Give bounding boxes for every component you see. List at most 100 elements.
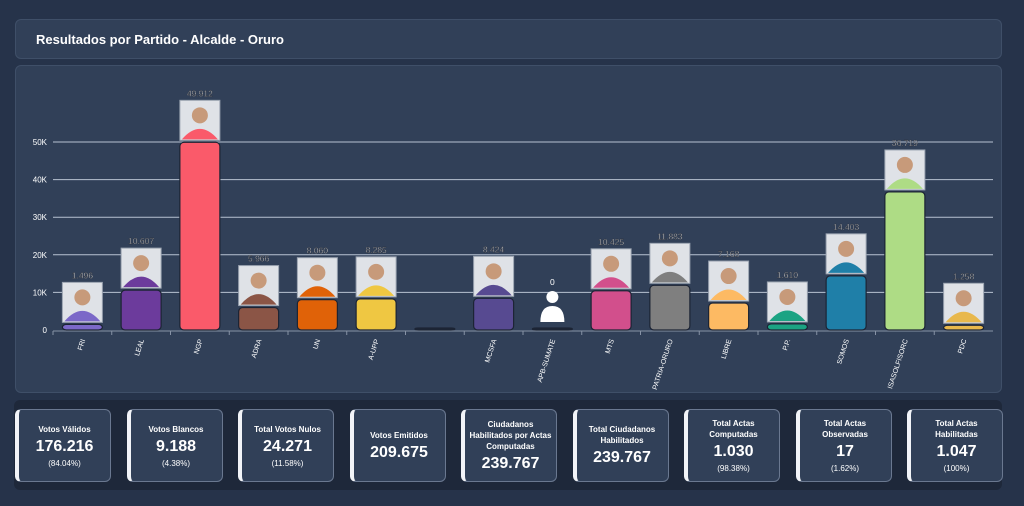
candidate-face <box>720 268 737 285</box>
stat-percent: (98.38%) <box>717 464 750 473</box>
x-tick-label: MCSFA <box>484 338 498 363</box>
bar-NGP[interactable] <box>179 141 221 331</box>
bar-MTS[interactable] <box>590 290 632 331</box>
candidate-body <box>945 311 982 323</box>
stat-label: Ciudadanos Habilitados por Actas Computa… <box>469 419 552 451</box>
page-title: Resultados por Partido - Alcalde - Oruro <box>36 32 284 47</box>
bar-SOMOS[interactable] <box>825 275 867 331</box>
value-label: 14.403 <box>833 222 859 232</box>
stat-label: Total Votos Nulos <box>254 424 321 434</box>
candidate-body <box>299 286 336 297</box>
stat-card: Total Votos Nulos 24.271 (11.58%) <box>238 409 334 482</box>
value-label: 10.607 <box>128 236 154 246</box>
stat-value: 239.767 <box>593 449 651 466</box>
x-tick-label: LIBRE <box>721 338 734 360</box>
stat-label: Total Actas Observadas <box>822 419 868 439</box>
bar-PATRIA-ORURO[interactable] <box>649 284 691 331</box>
stat-value: 17 <box>836 443 854 460</box>
bar-FRI[interactable] <box>61 323 103 331</box>
bar-A-UPP[interactable] <box>355 298 397 331</box>
value-label: 1.496 <box>72 270 94 280</box>
y-tick-label: 40K <box>33 176 48 185</box>
value-label: 1.610 <box>777 270 799 280</box>
x-tick-label: ISASOLFISORC <box>887 338 910 389</box>
candidate-face <box>133 255 150 272</box>
value-label: 1.258 <box>953 271 975 281</box>
stat-label: Votos Válidos <box>38 424 91 434</box>
bar-UN[interactable] <box>296 299 338 331</box>
x-tick-label: PDC <box>957 338 968 354</box>
bar-PDC[interactable] <box>943 324 985 331</box>
candidate-face <box>838 240 855 257</box>
x-tick-label: LEAL <box>134 338 146 357</box>
stat-value: 209.675 <box>370 443 428 461</box>
value-label: 10.425 <box>598 237 624 247</box>
stat-value: 239.767 <box>481 454 540 472</box>
chart-panel: 0 10K 20K 30K 40K 50K 1.496 FRI 10.607 LEAL 49.912… <box>15 65 1002 393</box>
value-label: 8.424 <box>483 244 505 254</box>
y-tick-label: 30K <box>33 213 48 222</box>
person-placeholder-body <box>540 306 565 322</box>
stat-value: 1.030 <box>713 443 754 460</box>
stat-value: 1.047 <box>936 443 977 460</box>
x-tick-label: APB-SUMATE <box>537 338 558 383</box>
stat-label: Votos Emitidos <box>370 430 428 440</box>
stat-label: Votos Blancos <box>148 424 204 434</box>
stat-card: Total Actas Observadas 17 (1.62%) <box>795 409 892 482</box>
candidate-body <box>181 128 218 140</box>
bar-LEAL[interactable] <box>120 289 162 331</box>
x-tick-label: FRI <box>77 338 87 351</box>
stat-card: Total Ciudadanos Habilitados 239.767 <box>572 409 669 482</box>
candidate-body <box>475 284 512 296</box>
bar-unnamed[interactable] <box>414 327 456 331</box>
candidate-face <box>191 107 208 124</box>
x-tick-label: UN <box>312 338 322 350</box>
x-tick-label: P.P. <box>782 338 792 351</box>
value-label: 36.719 <box>892 138 918 148</box>
bar-MCSFA[interactable] <box>473 297 515 331</box>
summary-cards: Votos Válidos 176.216 (84.04%) Votos Blanco… <box>14 400 1003 490</box>
candidate-face <box>250 272 267 289</box>
x-tick-label: A-UPP <box>368 338 381 361</box>
stat-label: Total Actas Habilitadas <box>935 419 978 439</box>
stat-card: Votos Válidos 176.216 (84.04%) <box>15 409 111 482</box>
stat-card: Total Actas Computadas 1.030 (98.38%) <box>684 409 780 482</box>
value-label: 49.912 <box>187 88 213 98</box>
candidate-face <box>779 288 796 305</box>
stat-card: Votos Blancos 9.188 (4.38%) <box>126 409 223 482</box>
bar-ADRA[interactable] <box>238 306 280 331</box>
stat-value: 9.188 <box>155 437 197 455</box>
value-label: 7.168 <box>718 249 740 259</box>
bar-P.P.[interactable] <box>766 323 808 331</box>
candidate-body <box>710 289 747 301</box>
bar-APB-SUMATE[interactable] <box>531 327 573 331</box>
bar-LIBRE[interactable] <box>708 302 750 331</box>
value-label: 8.060 <box>307 246 329 256</box>
x-tick-label: ADRA <box>251 338 264 359</box>
candidate-face <box>74 289 91 306</box>
candidate-face <box>896 156 913 173</box>
stat-card: Total Actas Habilitadas 1.047 (100%) <box>907 409 1003 482</box>
candidate-face <box>955 290 972 307</box>
stat-percent: (11.58%) <box>271 458 304 468</box>
candidate-body <box>64 310 101 322</box>
candidate-face <box>368 263 385 280</box>
bar-ISASOLFISORC[interactable] <box>884 191 926 331</box>
x-tick-label: NGP <box>193 338 204 355</box>
y-tick-label: 10K <box>33 288 48 297</box>
y-tick-label: 0 <box>43 326 48 335</box>
stat-value: 24.271 <box>263 437 312 455</box>
bar-chart: 0 10K 20K 30K 40K 50K 1.496 FRI 10.607 LEAL 49.912… <box>33 88 993 391</box>
stat-percent: (4.38%) <box>161 458 190 468</box>
person-placeholder-icon <box>546 291 559 303</box>
candidate-face <box>603 255 620 272</box>
candidate-body <box>593 277 630 288</box>
x-tick-label: SOMOS <box>836 338 851 365</box>
y-tick-label: 20K <box>33 251 48 260</box>
title-panel: Resultados por Partido - Alcalde - Oruro <box>15 19 1002 59</box>
value-label: 0 <box>550 277 555 287</box>
candidate-body <box>651 271 688 283</box>
y-tick-label: 50K <box>33 138 48 147</box>
candidate-face <box>485 263 502 280</box>
stat-percent: (100%) <box>943 464 970 473</box>
